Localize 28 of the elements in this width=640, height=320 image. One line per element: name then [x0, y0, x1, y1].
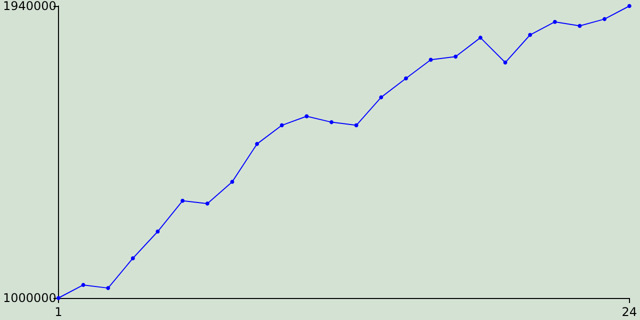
point: [404, 76, 408, 80]
point: [255, 142, 260, 146]
point: [528, 32, 532, 37]
point: [379, 95, 384, 100]
point: [280, 123, 284, 128]
point: [627, 4, 632, 8]
point: [106, 286, 110, 290]
point: [454, 54, 458, 59]
x-tick-label: 1: [54, 305, 62, 319]
point: [130, 256, 135, 260]
point: [503, 60, 508, 65]
point: [156, 230, 160, 234]
y-tick-label: 1000000: [2, 291, 56, 305]
point: [230, 180, 234, 184]
point: [354, 123, 358, 128]
point: [56, 296, 60, 300]
point: [578, 24, 582, 28]
point: [81, 282, 86, 287]
point: [478, 36, 482, 40]
x-tick-label: 24: [622, 305, 638, 319]
point: [602, 17, 607, 22]
point: [304, 114, 309, 118]
point: [329, 120, 334, 124]
point: [205, 202, 210, 206]
point: [428, 58, 433, 62]
point: [552, 20, 557, 24]
point: [180, 198, 185, 203]
y-tick-label: 1940000: [2, 0, 56, 13]
